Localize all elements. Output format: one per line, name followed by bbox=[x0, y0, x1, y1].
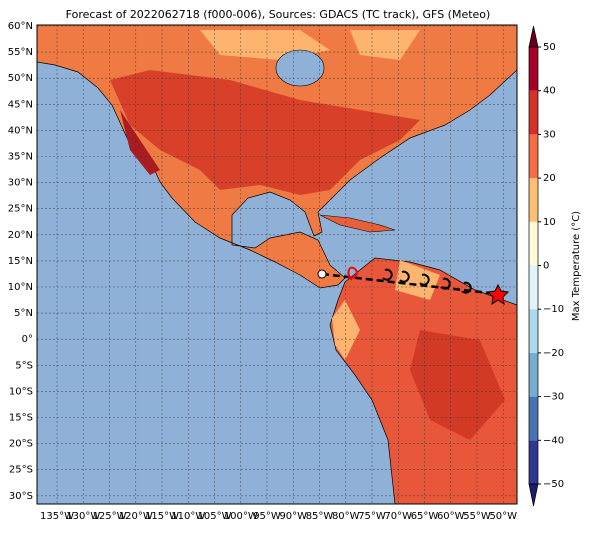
hot-region bbox=[120, 110, 160, 175]
caribbean-islands bbox=[319, 214, 396, 233]
colorbar-tick-label: −40 bbox=[543, 435, 564, 446]
lat-label: 50°N bbox=[8, 73, 33, 84]
lat-label: 60°N bbox=[8, 21, 33, 32]
lon-label: 65°W bbox=[411, 511, 439, 522]
lon-label: 130°W bbox=[66, 511, 100, 522]
lat-label: 5°N bbox=[14, 308, 33, 319]
lat-label: 25°S bbox=[9, 465, 33, 476]
lon-label: 120°W bbox=[119, 511, 153, 522]
lon-label: 70°W bbox=[384, 511, 412, 522]
colorbar-band bbox=[529, 90, 538, 135]
lon-label: 85°W bbox=[306, 511, 334, 522]
lon-label: 90°W bbox=[279, 511, 307, 522]
colorbar-band bbox=[529, 440, 538, 484]
colorbar-label: Max Temperature (°C) bbox=[571, 211, 582, 321]
lat-label: 10°S bbox=[9, 386, 33, 397]
lat-label: 10°N bbox=[8, 282, 33, 293]
lat-label: 20°N bbox=[8, 230, 33, 241]
colorbar-band bbox=[529, 134, 538, 179]
colorbar-extend bbox=[528, 483, 539, 507]
colorbar-band bbox=[529, 178, 538, 222]
colorbar-tick-label: −20 bbox=[543, 348, 564, 359]
hudson-bay bbox=[275, 49, 325, 87]
colorbar-band bbox=[529, 265, 538, 310]
colorbar-tick-label: 40 bbox=[543, 86, 556, 97]
lat-label: 45°N bbox=[8, 99, 33, 110]
lat-label: 20°S bbox=[9, 439, 33, 450]
colorbar-band bbox=[529, 309, 538, 353]
lon-label: 125°W bbox=[93, 511, 127, 522]
lon-label: 75°W bbox=[358, 511, 386, 522]
storm-symbol bbox=[347, 266, 358, 281]
cool-region bbox=[200, 30, 420, 60]
lat-label: 25°N bbox=[8, 204, 33, 215]
lon-label: 55°W bbox=[463, 511, 491, 522]
lon-label: 95°W bbox=[253, 511, 281, 522]
genesis-star bbox=[486, 283, 510, 306]
lat-label: 5°S bbox=[15, 360, 33, 371]
map-frame bbox=[36, 24, 518, 505]
colorbar-tick-label: 50 bbox=[543, 42, 556, 53]
colorbar-band bbox=[529, 352, 538, 397]
colorbar-band bbox=[529, 396, 538, 441]
lon-label: 110°W bbox=[171, 511, 205, 522]
lon-label: 135°W bbox=[40, 511, 74, 522]
colorbar-tick-label: 0 bbox=[543, 261, 549, 272]
lat-label: 55°N bbox=[8, 47, 33, 58]
map bbox=[37, 25, 517, 504]
lon-label: 80°W bbox=[332, 511, 360, 522]
colorbar-tick-label: −30 bbox=[543, 392, 564, 403]
lon-label: 100°W bbox=[224, 511, 258, 522]
lat-label: 30°N bbox=[8, 178, 33, 189]
colorbar-tick-label: 30 bbox=[543, 129, 556, 140]
lat-label: 40°N bbox=[8, 125, 33, 136]
warm-region bbox=[410, 330, 505, 440]
colorbar-tick-label: −10 bbox=[543, 304, 564, 315]
colorbar: −50 −40 −30 −20 −10 0 10 20 30 40 50 bbox=[528, 25, 564, 507]
colorbar-tick-label: 10 bbox=[543, 217, 556, 228]
storm-symbol bbox=[382, 268, 472, 294]
colorbar-band bbox=[529, 221, 538, 266]
colorbar-band bbox=[529, 47, 538, 91]
lon-label: 105°W bbox=[198, 511, 232, 522]
title: Forecast of 2022062718 (f000-006), Sourc… bbox=[66, 8, 491, 21]
graticule bbox=[37, 25, 517, 504]
lat-label: 30°S bbox=[9, 491, 33, 502]
storm-track bbox=[317, 266, 510, 306]
lat-label: 15°N bbox=[8, 256, 33, 267]
lon-label: 115°W bbox=[145, 511, 179, 522]
lat-label: 15°S bbox=[9, 413, 33, 424]
lon-label: 50°W bbox=[489, 511, 517, 522]
warm-region bbox=[110, 70, 420, 195]
lat-label: 0° bbox=[22, 334, 33, 345]
track-point bbox=[317, 269, 327, 279]
lat-label: 35°N bbox=[8, 152, 33, 163]
lon-label: 60°W bbox=[437, 511, 465, 522]
colorbar-extend bbox=[528, 25, 539, 48]
colorbar-tick-label: −50 bbox=[543, 479, 564, 490]
colorbar-tick-label: 20 bbox=[543, 173, 556, 184]
